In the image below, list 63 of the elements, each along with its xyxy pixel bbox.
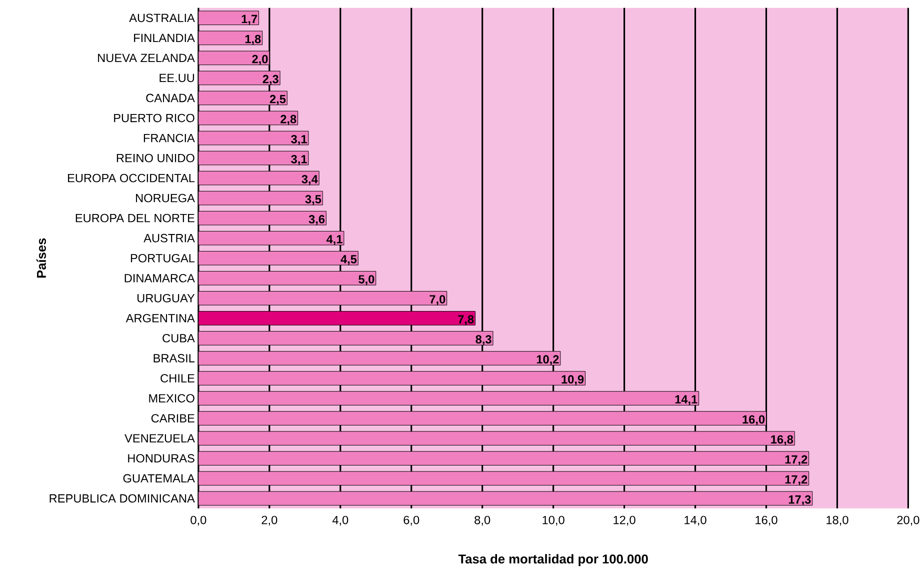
y-tick-label: EE.UU xyxy=(160,74,194,82)
data-label: 10,2 xyxy=(536,354,559,366)
y-tick-label: ARGENTINA xyxy=(126,314,195,322)
y-tick-label: BRASIL xyxy=(154,354,195,362)
x-tick-label: 6,0 xyxy=(404,516,420,526)
x-tick-label: 8,0 xyxy=(474,516,490,526)
data-label: 2,8 xyxy=(280,114,296,125)
y-axis-title: Países xyxy=(36,238,46,278)
y-tick-label: CARIBE xyxy=(151,414,194,422)
data-label: 16,0 xyxy=(742,414,765,426)
data-label: 8,3 xyxy=(476,334,492,346)
y-tick-label: CHILE xyxy=(160,374,194,382)
data-label: 17,2 xyxy=(785,455,808,466)
y-tick-label: PUERTO RICO xyxy=(114,114,194,122)
y-tick-label: PORTUGAL xyxy=(130,254,195,262)
data-label: 5,0 xyxy=(358,274,374,285)
y-tick-label: FRANCIA xyxy=(144,134,195,142)
y-tick-label: CUBA xyxy=(162,334,195,342)
x-axis-title: Tasa de mortalidad por 100.000 xyxy=(458,554,648,566)
x-tick-label: 18,0 xyxy=(826,516,848,526)
x-tick-label: 2,0 xyxy=(262,516,278,526)
data-label: 1,7 xyxy=(242,14,258,25)
y-tick-label: VENEZUELA xyxy=(124,434,195,442)
data-label: 17,3 xyxy=(788,495,811,506)
y-tick-label: HONDURAS xyxy=(128,454,194,462)
data-label: 4,5 xyxy=(340,254,357,265)
data-label: 2,0 xyxy=(252,54,268,65)
y-tick-label: REPUBLICA DOMINICANA xyxy=(50,494,195,502)
data-label: 3,5 xyxy=(305,194,322,205)
y-tick-label: EUROPA DEL NORTE xyxy=(76,214,194,222)
y-tick-label: FINLANDIA xyxy=(134,34,195,42)
data-label: 2,3 xyxy=(262,74,278,85)
y-tick-label: NUEVA ZELANDA xyxy=(98,54,195,62)
data-label: 3,1 xyxy=(291,134,307,145)
y-tick-label: DINAMARCA xyxy=(124,274,195,282)
x-tick-label: 14,0 xyxy=(684,516,706,526)
y-tick-label: MEXICO xyxy=(149,394,194,402)
y-tick-label: EUROPA OCCIDENTAL xyxy=(68,174,195,182)
data-label: 3,1 xyxy=(291,154,307,165)
x-tick-label: 0,0 xyxy=(190,516,206,526)
data-label: 7,8 xyxy=(458,314,474,325)
data-label: 4,1 xyxy=(326,234,342,245)
x-tick-label: 16,0 xyxy=(756,516,778,526)
y-tick-label: AUSTRALIA xyxy=(129,13,195,22)
y-tick-label: AUSTRIA xyxy=(144,234,195,242)
x-tick-label: 20,0 xyxy=(897,516,920,526)
x-tick-label: 4,0 xyxy=(332,516,348,526)
data-label: 1,8 xyxy=(245,34,261,45)
y-tick-label: URUGUAY xyxy=(137,294,195,302)
data-label: 10,9 xyxy=(562,374,584,386)
data-label: 7,0 xyxy=(430,294,446,305)
x-tick-label: 12,0 xyxy=(614,516,636,526)
data-label: 3,6 xyxy=(308,214,325,225)
data-label: 17,2 xyxy=(785,475,808,486)
x-tick-label: 10,0 xyxy=(542,516,564,526)
y-tick-label: REINO UNIDO xyxy=(116,154,194,162)
data-label: 3,4 xyxy=(302,174,318,185)
y-tick-label: CANADA xyxy=(146,94,195,102)
data-label: 16,8 xyxy=(771,435,794,446)
y-tick-label: GUATEMALA xyxy=(123,474,195,482)
data-label: 2,5 xyxy=(270,94,286,105)
y-tick-label: NORUEGA xyxy=(136,194,195,202)
data-label: 14,1 xyxy=(675,395,698,406)
